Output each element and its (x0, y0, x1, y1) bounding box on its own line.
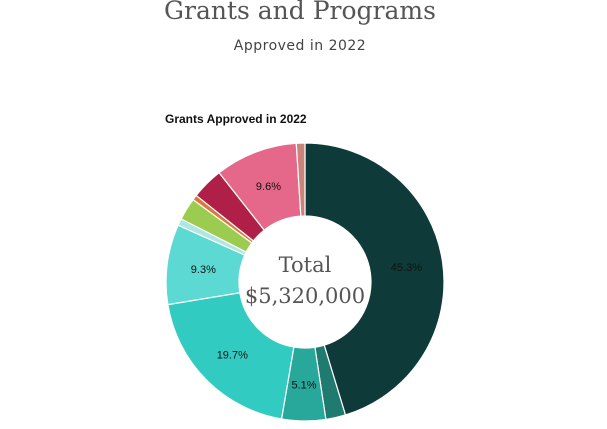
donut-slice-4[interactable] (167, 292, 295, 420)
slice-label-5: 9.3% (191, 264, 216, 276)
center-total-label: Total (279, 253, 332, 277)
donut-slice-labels: 45.3% 5.1% 19.7% 9.3% 9.6% (191, 181, 422, 391)
slice-label-10: 9.6% (256, 181, 281, 193)
chart-title: Grants Approved in 2022 (165, 112, 307, 126)
center-total-value: $5,320,000 (245, 284, 365, 308)
page-subtitle: Approved in 2022 (233, 38, 367, 54)
slice-label-1: 45.3% (391, 262, 422, 274)
donut-slice-1[interactable] (304, 142, 445, 416)
donut-slices (165, 142, 445, 422)
page-title: Grants and Programs (164, 0, 436, 25)
donut-slice-11[interactable] (295, 142, 306, 217)
slice-label-4: 19.7% (217, 349, 248, 361)
slice-label-3: 5.1% (291, 379, 316, 391)
